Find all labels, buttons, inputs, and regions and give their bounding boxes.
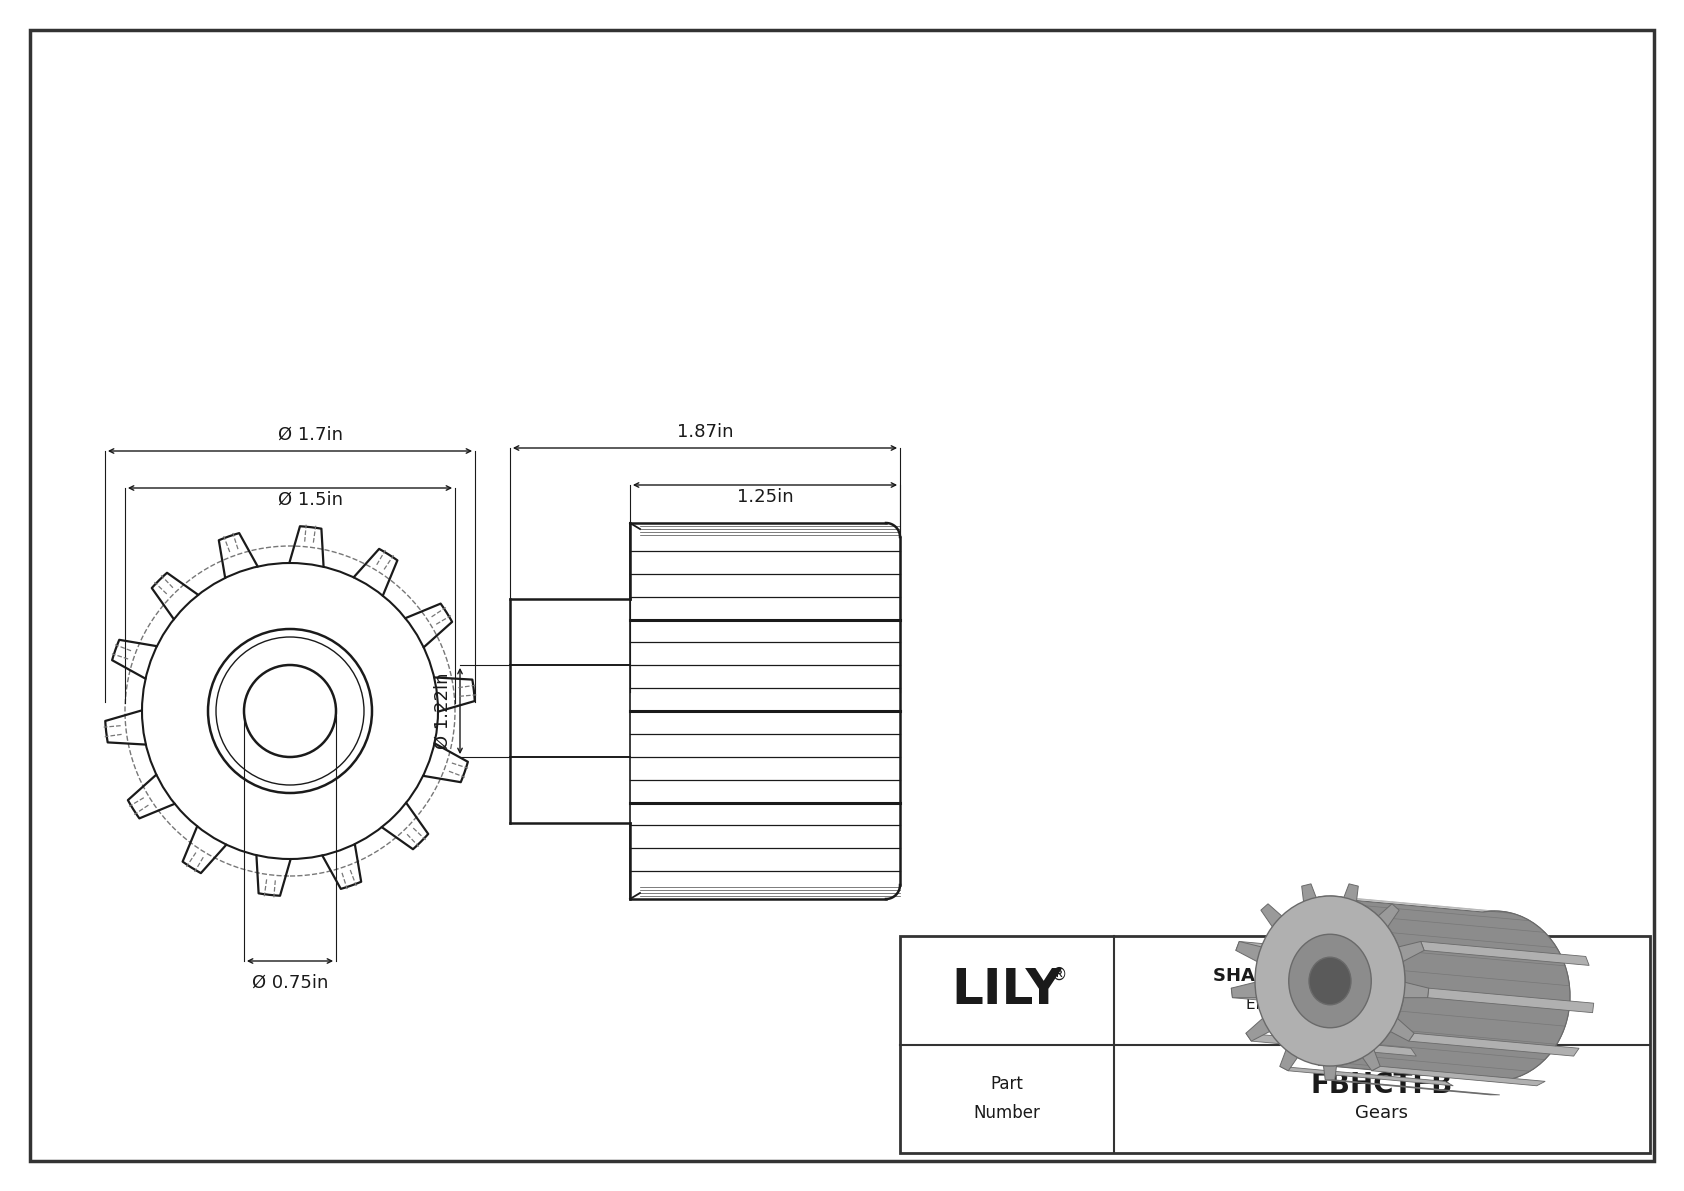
- Polygon shape: [1428, 989, 1593, 1012]
- Polygon shape: [1280, 1066, 1453, 1086]
- Bar: [899, 936, 1650, 1153]
- Polygon shape: [1280, 1039, 1305, 1071]
- Text: FBHCTFB: FBHCTFB: [1310, 1071, 1453, 1099]
- Polygon shape: [1246, 1034, 1416, 1056]
- Text: Gears: Gears: [1356, 1104, 1408, 1122]
- Polygon shape: [1319, 896, 1569, 1081]
- Polygon shape: [1261, 904, 1290, 935]
- Polygon shape: [1236, 941, 1404, 966]
- Text: Ø 0.75in: Ø 0.75in: [253, 974, 328, 992]
- Polygon shape: [1231, 981, 1263, 998]
- Text: Ø 1.22in: Ø 1.22in: [434, 673, 451, 749]
- Ellipse shape: [1420, 911, 1569, 1081]
- Polygon shape: [1325, 1080, 1500, 1095]
- Polygon shape: [1236, 941, 1268, 965]
- Ellipse shape: [1288, 934, 1371, 1028]
- Text: Part
Number: Part Number: [973, 1075, 1041, 1122]
- Polygon shape: [1383, 1014, 1415, 1041]
- Text: 1.87in: 1.87in: [677, 423, 733, 441]
- Polygon shape: [1393, 941, 1425, 965]
- Polygon shape: [1369, 904, 1399, 935]
- Ellipse shape: [1308, 958, 1351, 1005]
- Polygon shape: [1421, 941, 1590, 966]
- Text: Email: lilybearing@lily-bearing.com: Email: lilybearing@lily-bearing.com: [1246, 997, 1517, 1012]
- Text: Ø 1.5in: Ø 1.5in: [278, 491, 342, 509]
- Text: SHANGHAI LILY BEARING LIMITED: SHANGHAI LILY BEARING LIMITED: [1212, 967, 1551, 985]
- Ellipse shape: [1255, 896, 1404, 1066]
- Text: LILY: LILY: [951, 966, 1063, 1015]
- Polygon shape: [1302, 884, 1322, 916]
- Text: Ø 1.7in: Ø 1.7in: [278, 426, 342, 444]
- Polygon shape: [1246, 1014, 1278, 1041]
- Polygon shape: [1322, 1050, 1339, 1080]
- Polygon shape: [1339, 884, 1359, 916]
- Text: ®: ®: [1051, 965, 1068, 984]
- Text: 1.25in: 1.25in: [736, 488, 793, 506]
- Polygon shape: [1372, 1066, 1546, 1086]
- Polygon shape: [1231, 989, 1398, 1012]
- Polygon shape: [1354, 1039, 1381, 1071]
- Polygon shape: [1398, 981, 1428, 998]
- Polygon shape: [1408, 1034, 1580, 1056]
